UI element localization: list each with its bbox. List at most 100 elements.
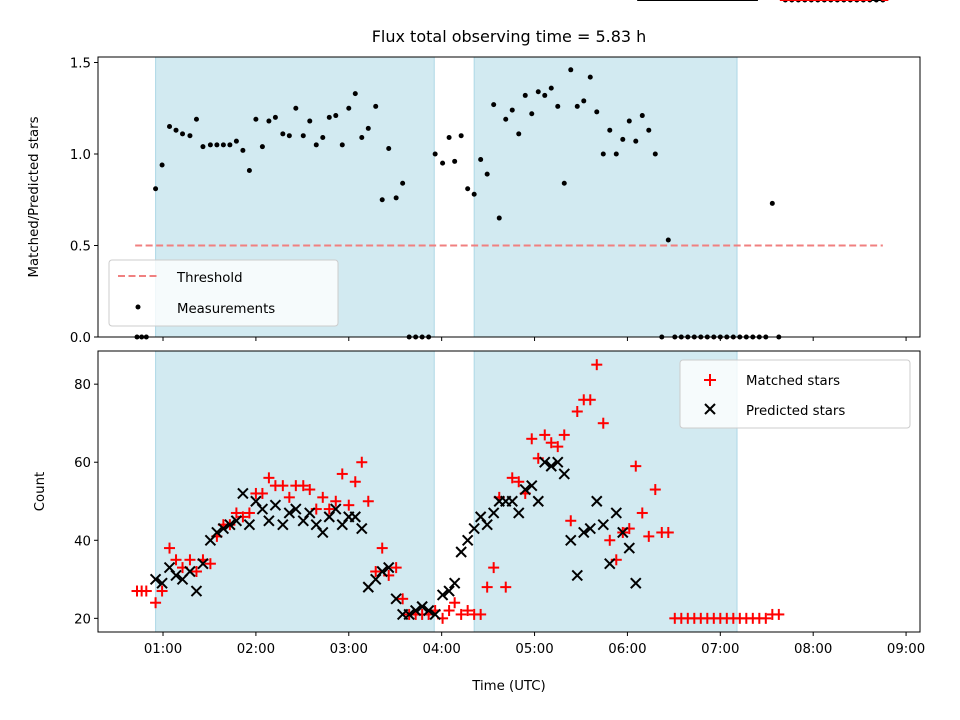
count-y-ticks: 20 40 60 80 <box>74 378 98 627</box>
matched-star-point <box>773 608 785 620</box>
predicted-star-point <box>481 518 493 531</box>
predicted-star-point <box>448 577 461 589</box>
measurement-point <box>346 105 352 111</box>
measurement-point <box>266 118 272 124</box>
y-tick-label: 1.0 <box>70 148 91 163</box>
measurement-point <box>153 186 159 192</box>
ratio-x-ticks <box>162 337 907 341</box>
measurement-point <box>286 133 292 139</box>
matched-star-point <box>455 608 467 620</box>
measurement-point <box>233 138 239 144</box>
matched-star-point <box>297 480 309 492</box>
measurement-point <box>484 171 490 177</box>
matched-star-point <box>317 491 329 503</box>
measurement-point <box>620 136 626 142</box>
measurement-point <box>214 142 220 148</box>
predicted-star-point <box>443 585 455 597</box>
matched-star-point <box>630 460 642 472</box>
predicted-star-point <box>403 608 415 621</box>
predicted-star-point <box>211 526 223 539</box>
measurement-point <box>432 151 438 157</box>
measurement-point <box>159 162 165 168</box>
measurement-point <box>220 142 226 148</box>
measurement-point <box>386 146 392 152</box>
measurement-point <box>326 114 332 120</box>
matched-star-point <box>156 585 168 597</box>
predicted-star-point <box>604 557 616 570</box>
measurement-point <box>665 237 671 243</box>
matched-star-point <box>526 433 538 445</box>
measurement-point <box>471 191 477 197</box>
count-legend-box <box>679 359 911 429</box>
ratio-y-axis-label: Matched/Predicted stars <box>27 116 42 277</box>
predicted-star-point <box>256 503 269 515</box>
predicted-star-point <box>224 518 236 531</box>
matched-star-point <box>552 441 564 453</box>
count-panel-frame <box>97 350 921 633</box>
measurement-point <box>478 156 484 162</box>
predicted-star-point <box>584 522 596 535</box>
ratio-legend-box <box>108 259 339 327</box>
measurement-point <box>503 116 509 122</box>
predicted-star-point <box>468 522 480 535</box>
measurement-point <box>313 142 319 148</box>
matched-star-point <box>539 429 551 441</box>
measurement-point <box>207 142 213 148</box>
matched-star-point <box>204 558 216 570</box>
predicted-star-point <box>597 518 609 531</box>
matched-star-point <box>283 491 295 503</box>
measurement-point <box>180 131 186 137</box>
measurement-point <box>529 111 535 117</box>
measurement-point <box>555 103 561 109</box>
matched-star-point <box>597 417 609 429</box>
y-tick-label: 1.5 <box>70 56 91 71</box>
matched-star-point <box>636 507 648 519</box>
predicted-star-point <box>558 468 570 480</box>
measurement-point <box>227 142 233 148</box>
predicted-star-point <box>591 495 603 507</box>
ratio-panel-frame <box>97 56 921 338</box>
x-tick-label: 09:00 <box>887 642 925 657</box>
measurement-point <box>574 103 580 109</box>
matched-star-point <box>558 429 570 441</box>
predicted-star-point <box>429 608 441 621</box>
legend-measurements-swatch <box>135 304 141 310</box>
predicted-star-point <box>317 526 329 539</box>
measurement-point <box>516 131 522 137</box>
measurement-point <box>769 200 775 206</box>
measurement-point <box>633 138 639 144</box>
predicted-star-point <box>617 526 629 539</box>
legend-predicted-label: Predicted stars <box>746 404 845 419</box>
measurement-point <box>359 135 365 141</box>
predicted-star-point <box>263 515 275 527</box>
predicted-star-point <box>455 546 467 558</box>
measurement-point <box>652 151 658 157</box>
predicted-star-point <box>170 569 182 582</box>
measurement-point <box>339 142 345 148</box>
x-tick-label: 01:00 <box>144 642 182 657</box>
matched-star-point <box>376 542 388 554</box>
matched-star-point <box>349 476 361 488</box>
x-axis-label: Time (UTC) <box>471 679 546 694</box>
measurement-point <box>626 118 632 124</box>
predicted-star-point <box>304 507 316 519</box>
measurement-point <box>452 158 458 164</box>
count-y-axis-label: Count <box>33 472 48 512</box>
measurement-point <box>613 151 619 157</box>
predicted-star-point <box>571 569 583 582</box>
legend-matched-label: Matched stars <box>746 374 840 389</box>
measurement-point <box>246 167 252 173</box>
predicted-star-point <box>506 495 518 507</box>
observing-window-shading <box>155 56 738 338</box>
measurement-point <box>587 74 593 80</box>
measurement-point <box>272 114 278 120</box>
predicted-star-point <box>349 511 361 523</box>
x-tick-label: 07:00 <box>701 642 739 657</box>
matched-star-point <box>449 597 461 609</box>
predicted-star-point <box>197 557 209 570</box>
measurement-point <box>193 116 199 122</box>
measurement-point <box>639 113 645 119</box>
legend-measurements-label: Measurements <box>177 302 275 317</box>
